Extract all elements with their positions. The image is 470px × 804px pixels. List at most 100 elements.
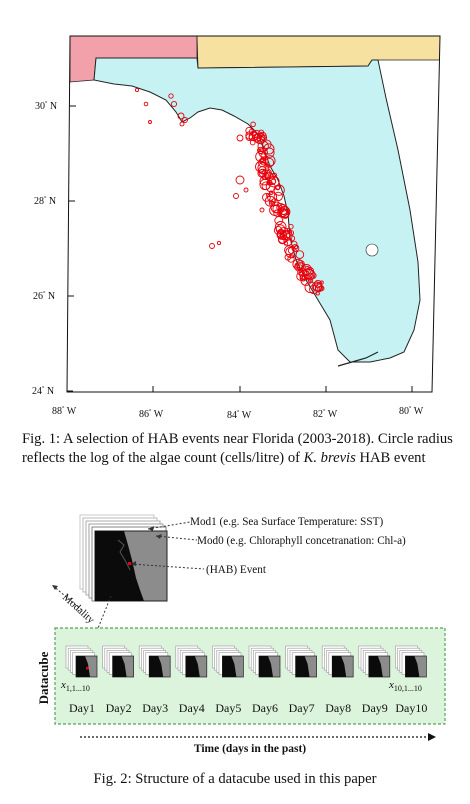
hab-event-circle [296, 262, 306, 272]
event-label: (HAB) Event [206, 564, 267, 576]
hab-event-circle [182, 117, 188, 123]
hab-event-circle [254, 132, 266, 145]
hab-event-circle [283, 236, 293, 246]
lon-label-82: 82° W [313, 408, 338, 420]
hab-event-circle [300, 274, 312, 286]
hab-event-circle [272, 204, 281, 213]
lat-label-28: 28° N [34, 195, 56, 207]
hab-event-circle [148, 120, 152, 124]
day-cube [175, 645, 208, 678]
hab-event-circle [310, 272, 317, 279]
day-label: Day6 [252, 701, 278, 715]
hab-event-circle [168, 93, 174, 99]
day-cubes [65, 645, 427, 678]
hab-event-circle [276, 229, 288, 241]
lat-label-24: 24° N [32, 385, 54, 397]
day-label: Day3 [142, 701, 168, 715]
day-label: Day8 [325, 701, 351, 715]
hab-event-circle [235, 175, 245, 185]
day-label: Day5 [215, 701, 241, 715]
day-cube [395, 645, 427, 678]
day-label: Day4 [179, 701, 205, 715]
day-cube [248, 645, 281, 678]
hab-event-circle [248, 128, 255, 135]
hab-event-circle [264, 169, 271, 177]
hab-event-circle [288, 223, 294, 230]
day-cube [321, 645, 354, 678]
day-label: Day9 [362, 701, 388, 715]
hab-event-circle [170, 100, 178, 108]
hab-event-circle [274, 216, 284, 225]
hab-event-circle [295, 250, 305, 259]
x-last-label: x10,1...10 [388, 679, 422, 693]
x-first-label: x1,1...10 [60, 679, 90, 693]
hab-event-circle [209, 243, 215, 249]
day-cube [138, 645, 171, 678]
hab-event-circle [266, 193, 271, 198]
hab-event-circle [319, 280, 324, 285]
lat-label-30: 30° N [35, 100, 57, 112]
hab-event-circle [278, 208, 288, 218]
figure2-caption: Fig. 2: Structure of a datacube used in … [93, 771, 377, 787]
hab-event-markers [134, 87, 325, 296]
day-label: Day7 [289, 701, 315, 715]
lon-label-80: 80° W [399, 405, 424, 417]
hab-event-circle [134, 87, 140, 93]
hab-event-circle [236, 134, 244, 142]
hab-event-circle [274, 221, 287, 233]
hab-event-circle [245, 126, 253, 135]
hab-event-circle [264, 195, 276, 207]
day-label: Day10 [395, 701, 427, 715]
hab-event-circle [271, 172, 278, 178]
hab-event-circle [259, 178, 271, 191]
hab-event-circle [257, 148, 264, 155]
day-label: Day1 [69, 701, 95, 715]
florida-hab-map: 30° N 28° N 26° N 24° N 88° W 86° W 84° … [32, 35, 441, 421]
time-label: Time (days in the past) [194, 743, 306, 755]
hab-event-circle [262, 139, 272, 149]
hab-event-circle [259, 207, 265, 213]
hab-event-circle [273, 184, 285, 196]
hab-event-circle [288, 230, 295, 236]
mod1-label: Mod1 (e.g. Sea Surface Temperature: SST) [190, 516, 383, 528]
hab-event-circle [266, 163, 271, 168]
hab-event-circle [255, 161, 267, 173]
modality-stack [79, 514, 168, 602]
datacube-label: Datacube [36, 651, 51, 704]
hab-event-circle [312, 282, 323, 292]
figure1-caption: Fig. 1: A selection of HAB events near F… [22, 431, 453, 466]
lat-label-26: 26° N [33, 290, 55, 302]
datacube-diagram: Mod1 (e.g. Sea Surface Temperature: SST)… [36, 514, 446, 755]
hab-event-circle [243, 187, 249, 193]
day-cube [102, 645, 134, 678]
day-cube [212, 645, 244, 678]
hab-event-circle [233, 193, 239, 199]
hab-event-circle [287, 255, 295, 263]
mod0-label: Mod0 (e.g. Chloraphyll concetranation: C… [197, 535, 406, 547]
day-cube [65, 645, 98, 678]
hab-event-circle [287, 247, 295, 255]
lon-label-84: 84° W [227, 409, 252, 421]
hab-event-circle [263, 143, 275, 155]
hab-event-circle [262, 193, 271, 202]
day-cube [358, 645, 391, 678]
hab-event-circle [291, 244, 300, 253]
florida-keys [337, 351, 379, 367]
hab-event-circle [260, 157, 267, 164]
hab-event-circle [273, 209, 281, 217]
hab-event-circle [216, 240, 222, 246]
hab-event-circle [256, 136, 261, 142]
day-cube [285, 645, 317, 678]
day-labels: Day1 Day2 Day3 Day4 Day5 Day6 Day7 Day8 Day9 Day1… [69, 701, 427, 715]
hab-event-circle [304, 281, 317, 294]
hab-event-circle [177, 112, 185, 120]
day-label: Day2 [106, 701, 132, 715]
hab-event-circle [318, 285, 325, 292]
hab-event-circle [268, 199, 274, 205]
hab-event-circle [143, 101, 149, 107]
hab-event-circle [250, 121, 256, 128]
hab-event-circle [179, 121, 185, 127]
hab-event-circle [277, 233, 288, 244]
hab-event-circle [280, 206, 290, 216]
